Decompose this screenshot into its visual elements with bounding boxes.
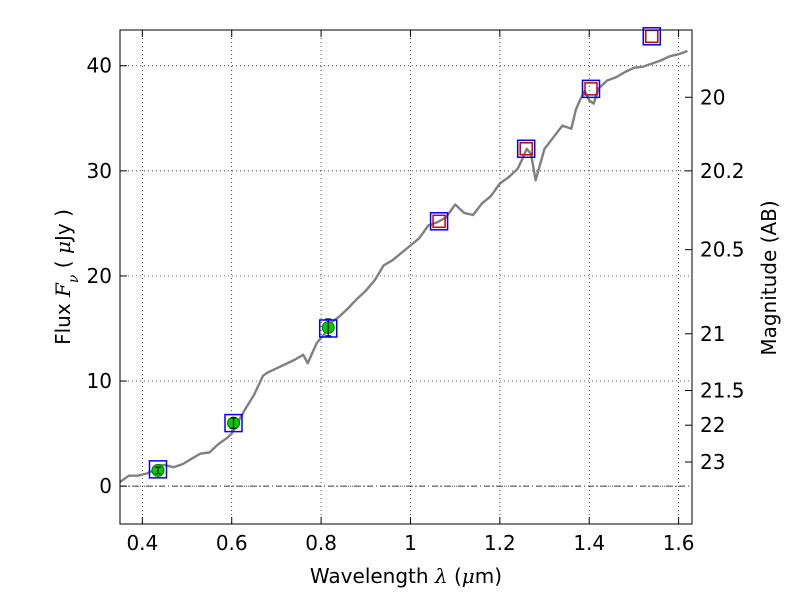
y2-tick-label: 20.5 [700, 238, 745, 262]
y-tick-label: 30 [87, 159, 112, 183]
predicted-flux-square [584, 82, 598, 96]
x-tick-label: 1.4 [573, 531, 605, 555]
x-tick-label: 1.6 [663, 531, 695, 555]
y-axis-label-nu: ν [66, 274, 82, 283]
x-axis-label-paren: ( [448, 564, 462, 588]
x-tick-label: 0.4 [126, 531, 158, 555]
y2-tick-label: 21.5 [700, 379, 745, 403]
y2-tick-label: 22 [700, 413, 725, 437]
model-flux-square [148, 460, 168, 479]
x-tick-label: 0.8 [305, 531, 337, 555]
y-tick-labels: 0 10 20 30 40 [87, 54, 112, 498]
y-axis-label-mu: μ [51, 241, 75, 254]
series-layer [119, 27, 688, 483]
x-axis-label-unit: m) [475, 564, 502, 588]
y-axis-label-unit: Jy ) [51, 209, 75, 243]
y-axis-label: Flux Fν ( μJy ) [51, 209, 82, 345]
predicted-flux-square [519, 142, 533, 156]
plot-frame [119, 29, 693, 525]
x-tick-label: 1.2 [484, 531, 516, 555]
y-tick-label: 0 [99, 474, 112, 498]
y2-tick-label: 23 [700, 450, 725, 474]
model-flux-square [224, 413, 243, 433]
model-flux-square [642, 27, 662, 46]
y-axis-label-F: F [51, 282, 75, 298]
model-flux-square [581, 79, 601, 99]
x-tick-label: 0.6 [216, 531, 248, 555]
model-flux-square [318, 319, 338, 338]
y-tick-label: 10 [87, 369, 112, 393]
x-axis-label-mu: μ [462, 564, 475, 588]
spectrum-line [119, 49, 688, 483]
axis-ticks [120, 30, 692, 524]
y-axis-label-text: Flux [51, 297, 75, 345]
x-axis-label-lambda: λ [434, 564, 448, 588]
y2-tick-labels: 20 20.2 20.5 21 21.5 22 23 [700, 85, 745, 474]
predicted-flux-square [432, 214, 446, 229]
y2-axis-label: Magnitude (AB) [757, 200, 781, 355]
x-tick-label: 1 [404, 531, 417, 555]
y-axis-label-paren: ( [51, 254, 75, 275]
y2-tick-label: 20 [700, 85, 725, 109]
model-flux-square [429, 212, 449, 231]
model-flux-square [516, 139, 536, 159]
x-tick-labels: 0.4 0.6 0.8 1 1.2 1.4 1.6 [126, 531, 694, 555]
y2-tick-label: 21 [700, 322, 725, 346]
y2-tick-label: 20.2 [700, 159, 745, 183]
y-tick-label: 20 [87, 264, 112, 288]
y-tick-label: 40 [87, 54, 112, 78]
x-axis-label-text: Wavelength [310, 564, 435, 588]
grid [120, 30, 692, 524]
x-axis-label: Wavelength λ (μm) [310, 564, 502, 588]
